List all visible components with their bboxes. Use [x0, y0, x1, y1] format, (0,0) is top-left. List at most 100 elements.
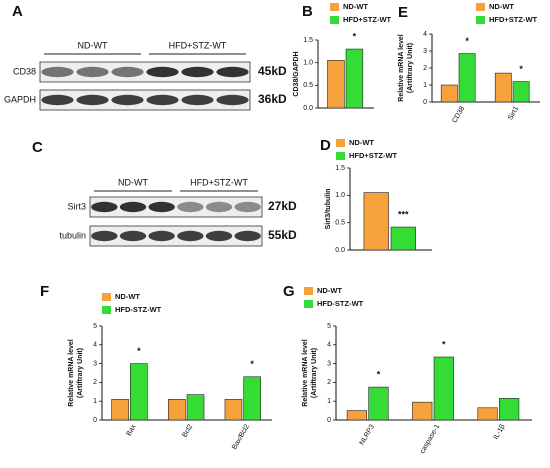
panel-letter: C — [32, 139, 43, 156]
bar — [390, 226, 416, 251]
bar — [440, 84, 458, 103]
band — [216, 94, 249, 106]
y-tick-label: 1.5 — [303, 37, 313, 44]
legend-swatch — [476, 3, 485, 11]
bar — [458, 53, 476, 103]
band — [177, 230, 204, 242]
bar — [186, 394, 205, 421]
y-tick-label: 4 — [327, 342, 331, 349]
bar — [111, 399, 129, 421]
legend-label: ND-WT — [115, 292, 140, 301]
legend-swatch — [476, 16, 485, 24]
x-tick-label: caspase-1 — [419, 423, 441, 455]
y-axis-label: (Artiftrary Unit) — [311, 348, 318, 398]
legend-swatch — [330, 3, 339, 11]
bar — [327, 60, 345, 109]
significance-label: *** — [398, 209, 409, 219]
band — [148, 201, 175, 213]
band — [216, 66, 249, 78]
band — [234, 201, 261, 213]
band — [119, 230, 147, 242]
legend-label: ND-WT — [349, 138, 374, 147]
legend-label: HFD+STZ-WT — [343, 15, 392, 24]
row-label: tubulin — [59, 230, 86, 240]
row-label: CD38 — [13, 66, 36, 76]
legend-swatch — [304, 287, 313, 295]
band — [41, 94, 74, 106]
band — [181, 94, 214, 106]
y-axis-label: CD38/GAPDH — [293, 51, 300, 96]
panel-letter: F — [40, 283, 49, 300]
y-tick-label: 1 — [93, 398, 97, 405]
x-tick-label: CD38 — [451, 105, 466, 124]
x-tick-label: IL-1β — [493, 423, 507, 440]
y-tick-label: 4 — [93, 342, 97, 349]
panel-letter: G — [283, 283, 295, 300]
bar — [346, 410, 368, 421]
bar — [477, 407, 498, 421]
band — [205, 230, 233, 242]
y-tick-label: 4 — [423, 31, 427, 38]
legend-swatch — [336, 139, 345, 147]
legend-label: HFD+STZ-WT — [489, 15, 538, 24]
y-axis-label: (Artiftrary Unit) — [407, 43, 414, 93]
y-tick-label: 2 — [327, 379, 331, 386]
panel-letter: A — [12, 3, 23, 20]
size-label: 55kD — [268, 228, 297, 242]
row-label: GAPDH — [4, 94, 36, 104]
y-tick-label: 0.5 — [335, 220, 345, 227]
y-tick-label: 0 — [327, 417, 331, 424]
y-tick-label: 1.0 — [303, 60, 313, 67]
y-tick-label: 5 — [93, 323, 97, 330]
y-tick-label: 1 — [423, 82, 427, 89]
bar — [130, 363, 148, 421]
bar — [412, 401, 433, 421]
y-tick-label: 1.0 — [335, 192, 345, 199]
legend-label: HFD-STZ-WT — [115, 305, 162, 314]
group-label: ND-WT — [78, 40, 108, 50]
band — [91, 230, 118, 242]
group-label: ND-WT — [118, 177, 148, 187]
y-tick-label: 2 — [423, 65, 427, 72]
legend-swatch — [304, 300, 313, 308]
band — [177, 201, 204, 213]
legend-label: ND-WT — [343, 2, 368, 11]
bar — [512, 81, 530, 103]
bar — [494, 72, 512, 103]
legend-swatch — [336, 152, 345, 160]
significance-label: * — [519, 64, 523, 74]
panel-letter: E — [398, 4, 408, 21]
significance-label: * — [465, 36, 469, 46]
bar — [243, 376, 261, 421]
y-axis-label: Relative mRNA level — [398, 34, 405, 101]
row-label: Sirt3 — [67, 201, 86, 211]
y-tick-label: 0 — [423, 99, 427, 106]
y-axis-label: (Artiftrary Unit) — [77, 348, 84, 398]
significance-label: * — [137, 346, 141, 356]
group-label: HFD+STZ-WT — [169, 40, 227, 50]
bar — [433, 356, 454, 421]
x-tick-label: NLRP3 — [359, 423, 376, 446]
legend-swatch — [330, 16, 339, 24]
band — [111, 66, 144, 78]
y-tick-label: 3 — [327, 360, 331, 367]
bar — [168, 399, 186, 421]
band — [41, 66, 74, 78]
bar — [499, 398, 520, 421]
bar — [368, 386, 389, 421]
size-label: 36kD — [258, 92, 287, 106]
significance-label: * — [377, 369, 381, 379]
band — [76, 94, 109, 106]
band — [146, 66, 179, 78]
group-label: HFD+STZ-WT — [190, 177, 248, 187]
y-tick-label: 0 — [93, 417, 97, 424]
bar — [363, 192, 389, 251]
significance-label: * — [353, 31, 357, 41]
band — [234, 230, 261, 242]
bar — [224, 399, 243, 421]
x-tick-label: Bax/Bcl2 — [231, 423, 251, 451]
legend-label: ND-WT — [317, 286, 342, 295]
significance-label: * — [250, 359, 254, 369]
y-tick-label: 0.0 — [303, 105, 313, 112]
legend-label: ND-WT — [489, 2, 514, 11]
